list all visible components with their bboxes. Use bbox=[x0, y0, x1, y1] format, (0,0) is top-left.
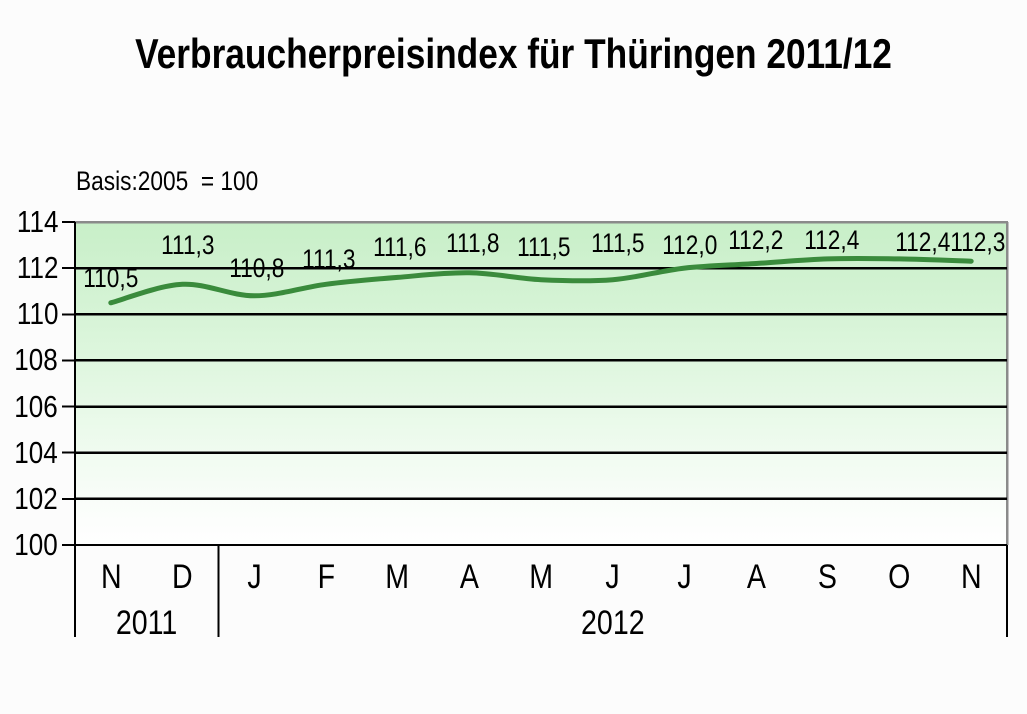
data-label: 111,3 bbox=[138, 230, 238, 261]
y-tick-label: 114 bbox=[0, 206, 58, 238]
y-tick-label: 100 bbox=[0, 529, 58, 561]
data-label: 110,8 bbox=[207, 252, 307, 283]
chart-title-text: Verbraucherpreisindex für Thüringen 2011… bbox=[135, 30, 892, 77]
x-month-label: D bbox=[143, 558, 223, 596]
data-label: 112,4 bbox=[782, 224, 882, 255]
data-label-text: 112,4 bbox=[894, 226, 950, 257]
x-year-label-text: 2012 bbox=[580, 604, 645, 642]
x-month-label-text: D bbox=[172, 558, 193, 596]
data-label-text: 111,6 bbox=[372, 232, 427, 263]
y-tick-label-text: 114 bbox=[16, 204, 58, 239]
data-label: 112,3 bbox=[928, 227, 1027, 258]
data-label-text: 112,3 bbox=[950, 227, 1006, 258]
x-month-label-text: O bbox=[888, 558, 911, 596]
y-tick-label-text: 106 bbox=[14, 388, 58, 424]
x-month-label-text: J bbox=[605, 558, 620, 596]
x-month-label-text: F bbox=[317, 558, 335, 596]
x-month-label-text: J bbox=[677, 558, 692, 596]
plot-area bbox=[75, 222, 1007, 545]
x-month-label: O bbox=[859, 558, 939, 596]
x-year-label: 2011 bbox=[67, 604, 227, 642]
data-label-text: 110,5 bbox=[83, 262, 139, 293]
data-label-text: 112,4 bbox=[804, 224, 860, 255]
data-label-text: 112,0 bbox=[661, 230, 717, 261]
x-month-label-text: S bbox=[818, 558, 838, 596]
x-month-label: N bbox=[71, 558, 151, 596]
x-year-label-text: 2011 bbox=[115, 604, 178, 642]
x-month-label: A bbox=[429, 558, 509, 596]
y-tick-label-text: 112 bbox=[16, 250, 58, 286]
basis-label: Basis:2005 = 100 bbox=[76, 166, 293, 197]
x-month-label-text: M bbox=[385, 558, 410, 596]
x-month-label-text: J bbox=[247, 558, 262, 596]
data-label-text: 110,8 bbox=[229, 252, 285, 283]
data-label: 111,8 bbox=[422, 227, 522, 258]
y-tick-label: 106 bbox=[0, 388, 58, 424]
chart-title: Verbraucherpreisindex für Thüringen 2011… bbox=[0, 30, 1027, 77]
data-label: 111,6 bbox=[350, 232, 450, 263]
basis-label-text: Basis:2005 = 100 bbox=[76, 166, 259, 196]
y-tick-label-text: 102 bbox=[14, 480, 58, 516]
y-tick-label: 104 bbox=[0, 434, 58, 470]
x-month-label-text: A bbox=[746, 558, 766, 596]
data-label-text: 111,5 bbox=[517, 231, 571, 262]
data-label: 110,5 bbox=[61, 262, 161, 293]
data-label: 112,0 bbox=[639, 230, 739, 261]
x-month-label: M bbox=[358, 558, 438, 596]
x-month-label-text: N bbox=[960, 558, 982, 596]
data-label: 112,2 bbox=[706, 224, 806, 255]
x-month-label: A bbox=[716, 558, 796, 596]
x-month-label: F bbox=[286, 558, 366, 596]
y-tick-label: 102 bbox=[0, 480, 58, 516]
data-label: 112,4 bbox=[872, 226, 972, 257]
y-tick-label: 112 bbox=[0, 252, 58, 284]
y-tick-label-text: 104 bbox=[14, 434, 58, 470]
data-label-text: 111,8 bbox=[445, 227, 499, 258]
x-month-label: M bbox=[501, 558, 581, 596]
x-month-label: J bbox=[644, 558, 724, 596]
y-tick-label-text: 100 bbox=[14, 527, 58, 562]
x-month-label: N bbox=[931, 558, 1011, 596]
y-tick-label-text: 110 bbox=[16, 296, 58, 332]
data-label: 111,5 bbox=[568, 227, 668, 258]
data-label-text: 111,5 bbox=[590, 227, 645, 258]
x-month-label: J bbox=[214, 558, 294, 596]
x-year-label: 2012 bbox=[533, 604, 693, 642]
x-month-label-text: N bbox=[100, 558, 122, 596]
data-label: 111,5 bbox=[494, 231, 594, 262]
data-label: 111,3 bbox=[279, 244, 379, 275]
y-tick-label: 108 bbox=[0, 344, 58, 376]
x-month-label: S bbox=[788, 558, 868, 596]
data-label-text: 111,3 bbox=[302, 244, 356, 275]
x-month-label-text: M bbox=[529, 558, 553, 596]
x-month-label: J bbox=[573, 558, 653, 596]
y-tick-label: 110 bbox=[0, 298, 58, 330]
data-label-text: 111,3 bbox=[160, 230, 215, 261]
y-tick-label-text: 108 bbox=[14, 342, 58, 378]
x-month-label-text: A bbox=[459, 558, 479, 596]
series-line bbox=[108, 255, 974, 306]
data-label-text: 112,2 bbox=[728, 224, 784, 255]
